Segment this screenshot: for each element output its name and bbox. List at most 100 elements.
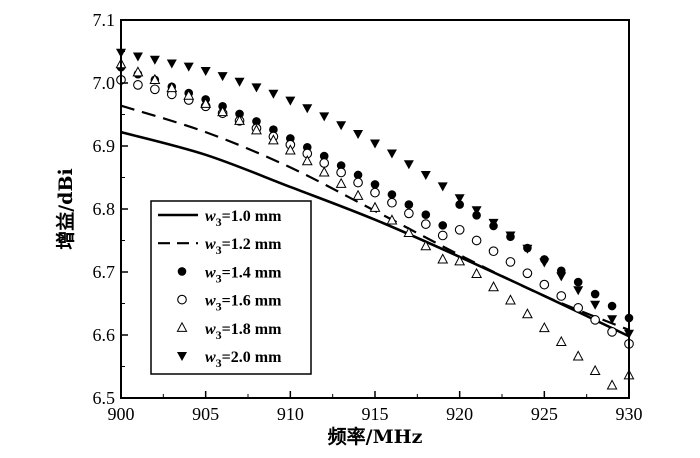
data-point <box>437 253 449 264</box>
legend-label-var: w <box>205 208 216 225</box>
data-point <box>166 81 178 93</box>
series-4 <box>116 74 634 349</box>
data-point <box>607 327 617 337</box>
data-point <box>538 322 550 333</box>
data-point <box>183 62 194 72</box>
x-tick-label: 905 <box>192 404 219 424</box>
legend-swatch <box>177 294 187 305</box>
data-point <box>522 268 533 279</box>
data-point <box>488 246 499 257</box>
data-point <box>132 66 144 77</box>
data-point <box>421 210 431 219</box>
legend-label: w3=1.8 mm <box>205 321 282 342</box>
y-tick-label: 6.9 <box>93 136 116 156</box>
data-point <box>252 117 261 126</box>
legend-swatch <box>177 352 187 361</box>
data-point <box>353 170 363 180</box>
y-tick-label: 7.1 <box>93 10 116 30</box>
data-point <box>150 84 160 95</box>
data-point <box>319 112 330 122</box>
legend-label-sub: 3 <box>216 328 222 342</box>
data-point <box>573 286 584 296</box>
legend-label-value: =2.0 mm <box>222 349 282 366</box>
legend-label-var: w <box>205 321 216 338</box>
x-axis-label: 频率/MHz <box>328 425 423 448</box>
data-point <box>149 55 160 65</box>
data-point <box>370 139 380 149</box>
x-tick-label: 925 <box>531 404 558 424</box>
data-point <box>539 279 550 290</box>
data-point <box>589 364 601 376</box>
x-tick-label: 930 <box>616 404 643 424</box>
data-point <box>404 200 414 209</box>
data-point <box>370 187 380 198</box>
y-tick-label: 6.5 <box>93 388 116 408</box>
y-axis: 6.5 6.6 6.7 6.8 6.9 7.0 7.1 <box>93 10 128 408</box>
data-point <box>437 230 448 241</box>
data-point <box>335 177 347 188</box>
data-point <box>319 158 330 168</box>
legend-item: w3=1.2 mm <box>158 236 282 257</box>
data-point <box>268 89 279 99</box>
data-point <box>387 197 397 208</box>
data-point <box>437 182 448 192</box>
data-point <box>420 240 432 251</box>
data-point <box>318 166 330 177</box>
data-point <box>217 105 229 117</box>
x-tick-label: 910 <box>277 404 304 424</box>
data-point <box>403 226 415 238</box>
legend-item: w3=1.6 mm <box>177 293 282 314</box>
y-axis-label: 增益/dBi <box>54 168 77 250</box>
legend-swatch <box>177 267 187 276</box>
legend-label-value: =1.4 mm <box>222 264 282 281</box>
data-point <box>336 161 346 170</box>
data-point <box>454 194 465 204</box>
legend-label-value: =1.0 mm <box>222 208 282 225</box>
data-point <box>284 144 296 155</box>
data-point <box>234 77 245 87</box>
data-point <box>472 211 481 220</box>
data-point <box>404 208 414 219</box>
legend-label-var: w <box>205 349 216 366</box>
legend-label-var: w <box>205 293 216 310</box>
legend-label-var: w <box>205 264 216 281</box>
data-point <box>235 109 244 119</box>
data-point <box>200 67 211 77</box>
legend-item: w3=1.0 mm <box>158 208 282 229</box>
series-5 <box>115 58 635 390</box>
data-point <box>133 80 143 90</box>
y-tick-label: 6.7 <box>93 262 116 282</box>
data-point <box>353 177 363 188</box>
x-axis: 900 905 910 915 920 925 930 <box>108 391 643 424</box>
legend-label-sub: 3 <box>216 271 222 285</box>
data-point <box>556 272 567 282</box>
data-point <box>607 315 618 325</box>
legend-label: w3=1.4 mm <box>205 264 282 285</box>
data-point <box>590 300 601 310</box>
legend-item: w3=2.0 mm <box>177 349 282 370</box>
legend-label-sub: 3 <box>216 300 222 314</box>
data-point <box>488 281 499 292</box>
data-point <box>336 167 346 178</box>
legend-label-sub: 3 <box>216 356 222 370</box>
legend-label: w3=1.2 mm <box>205 236 282 257</box>
data-point <box>556 291 567 301</box>
data-point <box>370 180 380 189</box>
y-tick-label: 6.6 <box>93 325 116 345</box>
data-point <box>607 301 617 311</box>
data-point <box>269 125 278 134</box>
data-point <box>420 219 431 229</box>
data-point <box>471 235 482 246</box>
data-point <box>590 315 600 325</box>
data-point <box>302 104 313 114</box>
data-point <box>505 231 516 241</box>
data-point <box>606 379 618 390</box>
data-point <box>420 170 431 180</box>
data-point <box>251 124 262 135</box>
data-point <box>505 294 516 305</box>
data-point <box>488 218 499 228</box>
data-point <box>183 89 195 100</box>
data-point <box>521 308 533 319</box>
series-6 <box>116 48 634 339</box>
